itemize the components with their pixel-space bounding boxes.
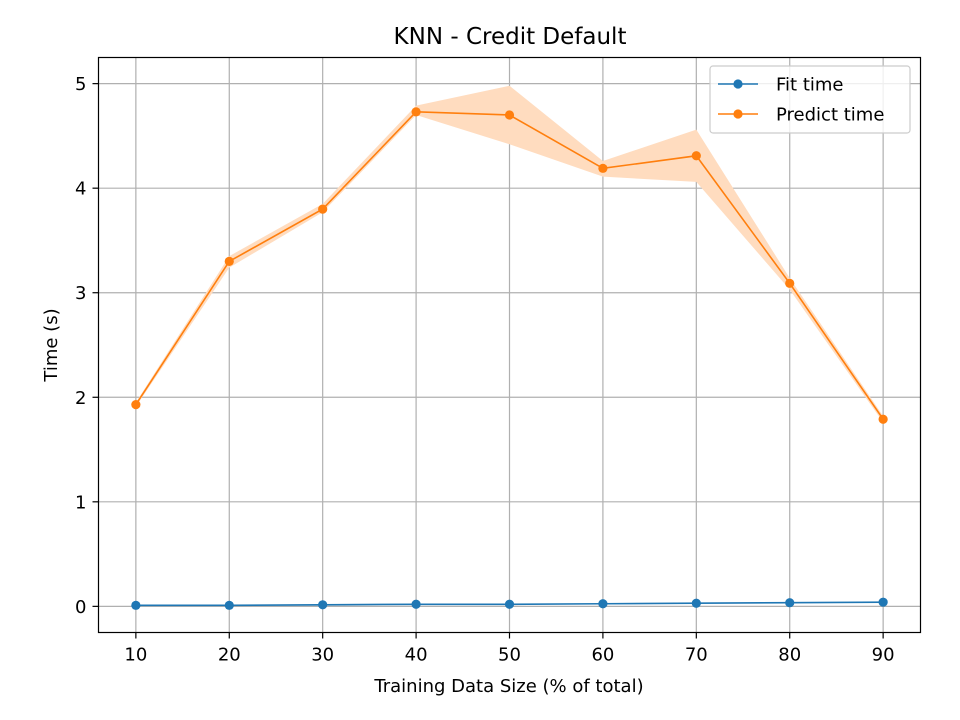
y-tick-label: 0 [75,597,86,618]
x-tick-label: 80 [778,645,801,666]
y-tick-label: 4 [75,179,86,200]
x-tick-label: 70 [685,645,708,666]
fit-time-point [598,599,608,609]
legend-predict-time-marker [733,109,743,119]
predict-time-point [878,414,888,424]
chart-title: KNN - Credit Default [394,24,627,50]
fit-time-point [691,598,701,608]
legend: Fit time Predict time [709,65,911,134]
y-tick-label: 2 [75,388,86,409]
legend-fit-time-label: Fit time [776,75,844,96]
legend-predict-time-label: Predict time [776,105,884,126]
x-tick-label: 20 [218,645,241,666]
predict-time-point [411,107,421,117]
legend-fit-time-marker [733,79,743,89]
x-tick-label: 40 [405,645,428,666]
y-ticks: 0 1 2 3 4 5 [75,74,99,618]
x-tick-label: 90 [872,645,895,666]
x-ticks: 10 20 30 40 50 60 70 80 90 [124,632,895,666]
legend-frame [709,65,911,134]
fit-time-point [411,599,421,609]
predict-time-point [504,110,515,120]
x-tick-label: 30 [311,645,334,666]
fit-time-point [504,599,515,609]
y-tick-label: 3 [75,283,86,304]
predict-time-point [131,399,141,410]
x-tick-label: 50 [498,645,521,666]
x-tick-label: 60 [591,645,614,666]
series-points [131,107,888,610]
fit-time-point [224,600,234,610]
x-axis-label: Training Data Size (% of total) [373,676,643,697]
predict-time-point [785,278,795,288]
fit-time-point [785,598,795,608]
fit-time-point [878,597,888,607]
predict-time-point [318,204,328,214]
predict-time-band [135,85,884,423]
predict-time-point [598,163,608,173]
y-tick-label: 1 [75,492,86,513]
y-axis-label: Time (s) [41,308,62,382]
fit-time-point [131,600,141,610]
predict-time-point [224,256,234,266]
fit-time-point [318,600,328,610]
x-tick-label: 10 [124,645,147,666]
grid [98,57,921,633]
y-tick-label: 5 [75,74,86,95]
predict-time-point [691,151,701,161]
